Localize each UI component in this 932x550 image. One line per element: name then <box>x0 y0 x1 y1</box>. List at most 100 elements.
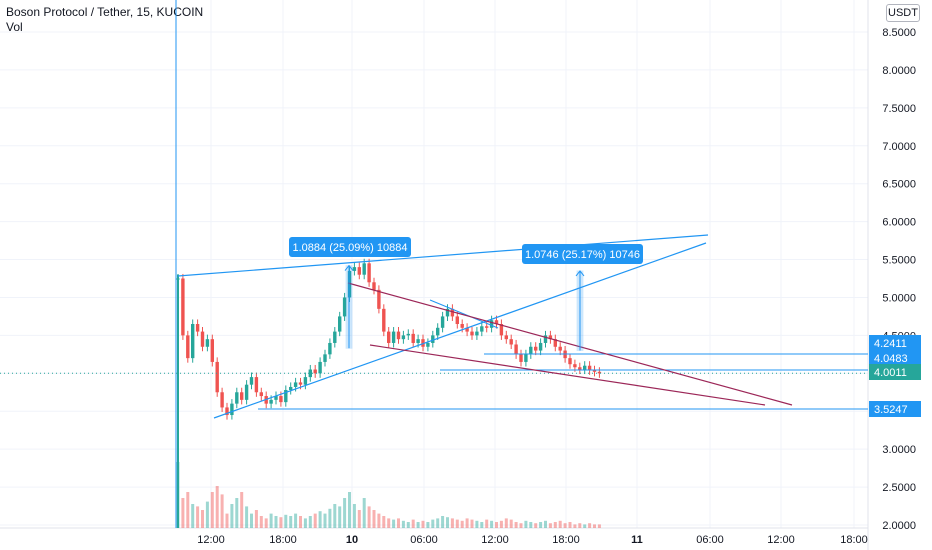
time-axis-tick-label: 18:00 <box>552 534 580 546</box>
time-axis-tick-label: 12:00 <box>481 534 509 546</box>
candle-body <box>529 346 533 355</box>
volume-bar <box>191 504 195 528</box>
volume-bar <box>446 517 449 528</box>
volume-indicator-label[interactable]: Vol <box>6 20 23 34</box>
volume-bar <box>406 522 410 528</box>
volume-bar <box>441 516 445 528</box>
candle-body <box>543 335 548 343</box>
time-axis-tick-label: 18:00 <box>840 534 868 546</box>
candle-body <box>548 335 553 340</box>
measure-label-text[interactable]: 1.0884 (25.09%) 10884 <box>293 242 408 254</box>
measure-label-box[interactable] <box>289 237 411 257</box>
candle-body <box>249 377 254 385</box>
volume-bar <box>475 520 479 528</box>
volume-bar <box>362 498 366 528</box>
candle-body <box>362 263 366 275</box>
candle-body <box>323 354 327 362</box>
candle-body <box>191 324 195 359</box>
price-axis-tag-text: 3.5247 <box>874 404 908 416</box>
price-axis-tag <box>869 350 921 366</box>
candle-body <box>269 399 273 404</box>
candle-body <box>460 324 464 328</box>
price-axis-tick-label: 2.5000 <box>882 482 916 494</box>
candle-body <box>303 377 308 385</box>
currency-button[interactable]: USDT <box>886 4 920 22</box>
volume-bar <box>289 516 293 528</box>
candle-body <box>342 297 347 317</box>
candle-body <box>416 339 420 343</box>
volume-bar <box>455 519 459 528</box>
volume-bar <box>553 522 557 528</box>
trendline-lower-channel <box>213 242 707 419</box>
candle-body <box>338 316 342 332</box>
candle-body <box>411 333 415 343</box>
volume-bar <box>485 519 489 528</box>
candle-body <box>367 263 371 283</box>
candle-body <box>308 369 312 378</box>
volume-bar <box>539 522 543 528</box>
candle-body <box>181 278 185 336</box>
candle-body <box>465 327 469 332</box>
price-axis-tick-label: 3.0000 <box>882 444 916 456</box>
candle-body <box>470 331 474 336</box>
volume-bar <box>524 520 528 528</box>
volume-bar <box>333 504 337 528</box>
price-axis-tag-text: 4.2411 <box>874 338 907 350</box>
candle-body <box>328 342 332 355</box>
symbol-title[interactable]: Boson Protocol / Tether, 15, KUCOIN <box>6 5 204 19</box>
volume-bar <box>411 519 415 528</box>
price-axis-tick-label: 7.0000 <box>882 141 916 153</box>
time-axis-tick-label: 06:00 <box>696 534 724 546</box>
volume-bar <box>504 518 508 528</box>
measure-arrow-icon <box>575 270 585 277</box>
candle-body <box>254 377 259 393</box>
candle-body <box>524 354 528 362</box>
candle-body <box>436 327 440 336</box>
candle-body <box>592 370 597 372</box>
volume-bar <box>181 498 185 528</box>
candle-body <box>333 331 337 343</box>
candle-body <box>210 339 214 362</box>
volume-bar <box>299 516 302 528</box>
volume-bar <box>323 513 327 528</box>
time-axis-tick-label: 06:00 <box>410 534 438 546</box>
trendline-short <box>429 299 499 329</box>
volume-bar <box>357 510 361 528</box>
time-axis-tick-label: 12:00 <box>197 534 225 546</box>
volume-bar <box>240 492 244 528</box>
volume-bar <box>465 518 469 528</box>
candle-body <box>200 331 205 347</box>
volume-bar <box>343 498 347 528</box>
volume-bar <box>392 519 396 528</box>
volume-bar <box>215 486 219 528</box>
candle-body <box>558 346 562 351</box>
volume-bar <box>225 513 229 528</box>
measure-label-box[interactable] <box>522 244 643 264</box>
measure-arrow-icon <box>344 264 354 271</box>
candle-body <box>377 289 381 309</box>
volume-bar <box>583 524 587 528</box>
candle-body <box>220 392 224 408</box>
volume-bar <box>578 523 582 528</box>
candle-body <box>578 367 582 370</box>
price-axis-tick-label: 5.0000 <box>882 292 916 304</box>
candle-body <box>313 369 317 374</box>
candle-body <box>538 342 543 351</box>
measure-label-text[interactable]: 1.0746 (25.17%) 10746 <box>525 249 640 261</box>
candle-body <box>230 403 234 416</box>
price-axis-tick-label: 7.5000 <box>882 103 916 115</box>
candle-body <box>455 316 459 325</box>
volume-bar <box>490 520 494 528</box>
candle-body <box>445 308 450 317</box>
candle-body <box>244 384 249 400</box>
candle-body <box>225 407 229 416</box>
candle-body <box>298 382 303 385</box>
volume-bar <box>377 513 381 528</box>
volume-bar <box>220 494 224 528</box>
volume-bar <box>431 519 435 528</box>
candle-body <box>318 361 322 374</box>
candle-body <box>387 331 391 343</box>
candle-body <box>553 339 557 347</box>
volume-bar <box>259 516 263 528</box>
